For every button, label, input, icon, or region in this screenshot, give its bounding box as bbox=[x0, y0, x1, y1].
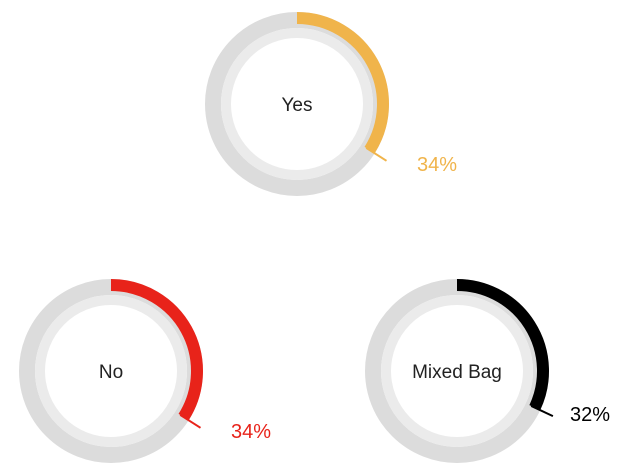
donut-no-value-label: 34% bbox=[231, 421, 271, 443]
donut-yes-arc bbox=[296, 12, 389, 154]
donut-no-inner-track bbox=[35, 295, 187, 447]
donut-yes-value-label: 34% bbox=[417, 154, 457, 176]
donut-yes-leader-line bbox=[365, 147, 388, 162]
donut-yes-label: Yes bbox=[282, 95, 313, 116]
donut-no-arc bbox=[110, 279, 203, 421]
donut-no-leader-line bbox=[179, 414, 202, 429]
donut-no-label: No bbox=[99, 362, 123, 383]
donut-no: No 34% bbox=[19, 279, 271, 463]
donut-mixed-bag-arc bbox=[456, 279, 550, 411]
donut-mixed-bag-inner-track bbox=[381, 295, 533, 447]
donut-mixed-bag-label: Mixed Bag bbox=[412, 362, 502, 383]
donut-mixed-bag-value-label: 32% bbox=[570, 404, 610, 426]
donut-mixed-bag-leader-line bbox=[530, 405, 554, 418]
donut-yes-inner-track bbox=[221, 28, 373, 180]
donut-yes: Yes 34% bbox=[205, 12, 457, 196]
donut-mixed-bag: Mixed Bag 32% bbox=[365, 279, 610, 463]
